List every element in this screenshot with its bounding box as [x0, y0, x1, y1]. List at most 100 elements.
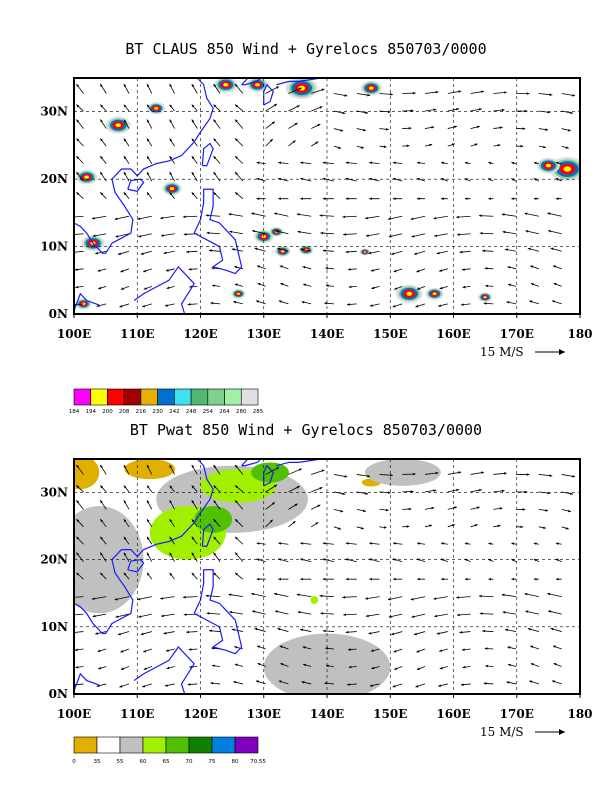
wind-arrowhead — [433, 489, 437, 492]
wind-arrowhead — [545, 509, 549, 512]
wind-arrowhead — [387, 491, 391, 494]
pwat-region — [74, 459, 100, 490]
wind-arrowhead — [114, 597, 118, 601]
wind-arrowhead — [164, 304, 168, 307]
wind-arrowhead — [256, 558, 260, 561]
wind-arrowhead — [476, 125, 480, 129]
wind-arrowhead — [213, 464, 217, 468]
wind-arrowhead — [439, 269, 443, 272]
wind-arrowhead — [165, 649, 169, 652]
wind-arrowhead — [213, 536, 217, 540]
wind-arrowhead — [231, 248, 235, 251]
wind-arrowhead — [186, 630, 190, 634]
wind-arrowhead — [279, 645, 283, 649]
colorbar-swatch — [90, 388, 108, 406]
wind-arrowhead — [234, 283, 238, 287]
wind-arrowhead — [522, 127, 526, 130]
colorbar-swatch — [140, 388, 158, 406]
wind-arrowhead — [522, 508, 526, 511]
wind-arrowhead — [484, 647, 488, 650]
wind-arrowhead — [271, 502, 275, 505]
wind-arrowhead — [551, 680, 555, 683]
wind-arrowhead — [387, 110, 391, 114]
wind-arrowhead — [488, 577, 492, 581]
wind-arrowhead — [271, 121, 275, 125]
wind-arrowhead — [76, 572, 80, 576]
wind-arrowhead — [213, 83, 217, 87]
wind-arrowhead — [394, 667, 398, 670]
colorbar-swatch — [73, 736, 98, 754]
coastline — [74, 459, 214, 635]
wind-arrowhead — [301, 300, 305, 304]
reference-vector-head — [559, 729, 565, 735]
wind-arrowhead — [76, 192, 80, 196]
x-tick-label: 140E — [310, 707, 344, 721]
wind-arrowhead — [274, 592, 277, 596]
wind-arrowhead — [212, 664, 215, 668]
colorbar-label: 248 — [186, 409, 197, 415]
wind-arrowhead — [100, 156, 103, 160]
wind-arrowhead — [191, 119, 195, 123]
colorbar-swatch — [190, 388, 209, 406]
wind-arrowhead — [74, 268, 78, 271]
wind-arrowhead — [169, 485, 173, 489]
wind-arrowhead — [485, 284, 489, 288]
wind-arrowhead — [278, 197, 281, 200]
wind-arrowhead — [209, 249, 212, 252]
wind-arrowhead — [433, 108, 437, 112]
colorbar-label: 55 — [117, 759, 124, 765]
wind-arrowhead — [213, 156, 217, 160]
wind-arrowhead — [278, 300, 282, 303]
wind-arrowhead — [75, 665, 79, 669]
wind-arrowhead — [503, 472, 507, 475]
wind-arrowhead — [365, 597, 368, 600]
wind-arrowhead — [146, 83, 150, 87]
wind-arrowhead — [280, 663, 284, 666]
wind-arrowhead — [460, 303, 464, 306]
wind-arrowhead — [342, 111, 346, 115]
wind-arrowhead — [572, 94, 576, 97]
wind-arrowhead — [501, 213, 505, 216]
wind-arrowhead — [482, 249, 486, 253]
wind-arrowhead — [234, 646, 238, 649]
wind-arrowhead — [412, 472, 416, 476]
wind-arrowhead — [441, 197, 444, 200]
wind-arrowhead — [365, 234, 369, 237]
wind-arrowhead — [169, 519, 173, 523]
wind-arrowhead — [100, 572, 104, 576]
cloud-cluster — [363, 251, 367, 253]
wind-arrowhead — [345, 197, 349, 200]
wind-arrowhead — [464, 577, 468, 581]
wind-arrowhead — [391, 252, 395, 255]
wind-arrowhead — [415, 304, 419, 308]
wind-arrowhead — [456, 488, 460, 492]
wind-arrowhead — [143, 287, 147, 290]
pwat-region — [364, 459, 441, 486]
cloud-cluster — [280, 250, 285, 253]
x-tick-label: 180 — [567, 707, 592, 721]
wind-arrowhead — [324, 301, 328, 305]
wind-arrowhead — [342, 215, 346, 219]
wind-arrowhead — [570, 111, 573, 115]
wind-arrowhead — [411, 615, 415, 618]
colorbar-label: 60 — [140, 759, 147, 765]
wind-arrowhead — [100, 119, 103, 123]
wind-arrowhead — [300, 558, 304, 561]
wind-arrowhead — [257, 663, 261, 666]
wind-arrowhead — [235, 83, 238, 87]
wind-arrowhead — [138, 234, 142, 238]
x-tick-label: 130E — [247, 707, 281, 721]
wind-arrowhead — [524, 109, 528, 113]
colorbar-label: 285 — [253, 409, 264, 415]
wind-arrowhead — [360, 146, 364, 149]
wind-arrowhead — [123, 156, 127, 160]
wind-arrowhead — [320, 231, 324, 235]
wind-arrowhead — [315, 522, 319, 525]
wind-arrowhead — [547, 212, 551, 215]
wind-arrowhead — [570, 492, 573, 495]
map-field-1 — [74, 78, 580, 314]
wind-arrowhead — [319, 106, 323, 109]
wind-arrowhead — [526, 473, 530, 476]
wind-arrowhead — [100, 104, 104, 108]
wind-arrowhead — [165, 269, 169, 272]
